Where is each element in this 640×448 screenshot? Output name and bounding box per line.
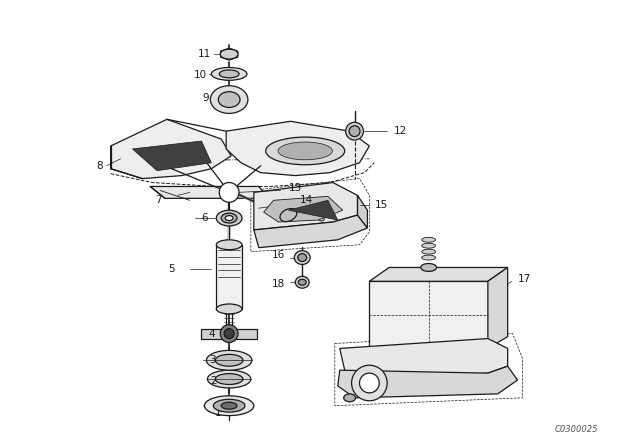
Ellipse shape [216, 210, 242, 226]
Ellipse shape [216, 304, 242, 314]
Text: 8: 8 [96, 161, 103, 171]
Ellipse shape [422, 237, 436, 242]
Text: C0300025: C0300025 [555, 425, 598, 434]
Polygon shape [150, 186, 269, 198]
Ellipse shape [211, 86, 248, 113]
Text: 16: 16 [272, 250, 285, 259]
Ellipse shape [220, 70, 239, 78]
Polygon shape [369, 281, 488, 349]
Ellipse shape [278, 142, 332, 160]
Ellipse shape [211, 68, 247, 80]
Circle shape [224, 329, 234, 339]
Text: 12: 12 [394, 126, 407, 136]
Polygon shape [216, 245, 242, 309]
Text: 14: 14 [300, 195, 314, 205]
Text: 5: 5 [168, 264, 175, 275]
Text: 15: 15 [375, 200, 388, 210]
Text: 9: 9 [203, 93, 209, 103]
Ellipse shape [215, 354, 243, 366]
Ellipse shape [422, 249, 436, 254]
Polygon shape [132, 141, 211, 171]
Polygon shape [340, 339, 508, 380]
Ellipse shape [225, 215, 233, 220]
Ellipse shape [204, 396, 254, 416]
Polygon shape [264, 196, 342, 222]
Polygon shape [221, 48, 237, 60]
Ellipse shape [221, 213, 237, 223]
Text: 18: 18 [272, 279, 285, 289]
Ellipse shape [349, 126, 360, 137]
Ellipse shape [207, 350, 252, 370]
Text: 7: 7 [156, 195, 162, 205]
Text: 11: 11 [198, 49, 211, 59]
Polygon shape [202, 329, 257, 339]
Ellipse shape [284, 201, 292, 209]
Text: 4: 4 [209, 329, 215, 339]
Ellipse shape [308, 210, 316, 218]
Ellipse shape [280, 209, 297, 222]
Circle shape [220, 182, 239, 202]
Ellipse shape [422, 243, 436, 248]
Text: 1: 1 [214, 408, 221, 418]
Ellipse shape [298, 254, 307, 262]
Ellipse shape [221, 402, 237, 409]
Polygon shape [358, 195, 367, 228]
Ellipse shape [207, 370, 251, 388]
Text: 3: 3 [209, 355, 215, 365]
Text: 2: 2 [211, 376, 218, 386]
Ellipse shape [292, 204, 301, 212]
Polygon shape [226, 121, 369, 176]
Polygon shape [289, 200, 338, 220]
Polygon shape [338, 366, 518, 398]
Polygon shape [254, 215, 367, 248]
Ellipse shape [422, 255, 436, 260]
Ellipse shape [300, 207, 308, 215]
Ellipse shape [298, 279, 306, 285]
Ellipse shape [295, 276, 309, 288]
Ellipse shape [216, 240, 242, 250]
Ellipse shape [316, 213, 324, 221]
Ellipse shape [420, 263, 436, 271]
Ellipse shape [294, 251, 310, 264]
Ellipse shape [215, 374, 243, 384]
Ellipse shape [218, 92, 240, 108]
Polygon shape [488, 267, 508, 349]
Polygon shape [254, 182, 358, 230]
Text: 13: 13 [289, 183, 301, 194]
Ellipse shape [220, 49, 238, 59]
Circle shape [220, 325, 238, 343]
Ellipse shape [266, 137, 345, 165]
Circle shape [360, 373, 380, 393]
Ellipse shape [346, 122, 364, 140]
Text: 6: 6 [201, 213, 207, 223]
Circle shape [351, 365, 387, 401]
Ellipse shape [213, 399, 245, 412]
Polygon shape [111, 119, 231, 179]
Text: 10: 10 [195, 70, 207, 80]
Text: 17: 17 [518, 274, 531, 284]
Polygon shape [369, 267, 508, 281]
Ellipse shape [344, 394, 356, 402]
